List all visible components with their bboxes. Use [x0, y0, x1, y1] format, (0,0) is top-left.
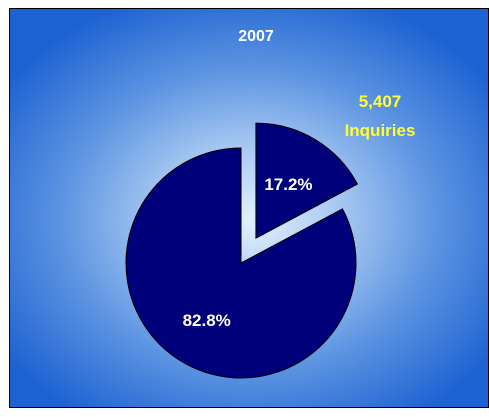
- chart-area: 2007 17.2% 82.8% 5,407 Inquiries: [9, 8, 489, 408]
- pie-slice-2: [125, 147, 357, 379]
- chart-title: 2007: [238, 28, 274, 45]
- pie-slice-1: [255, 122, 359, 239]
- slice-label-2: 82.8%: [183, 311, 231, 330]
- annotation-count: 5,407: [359, 92, 402, 111]
- pie-chart: 2007 17.2% 82.8% 5,407 Inquiries: [125, 28, 416, 379]
- annotation-unit: Inquiries: [345, 121, 416, 140]
- slice-label-1: 17.2%: [264, 175, 312, 194]
